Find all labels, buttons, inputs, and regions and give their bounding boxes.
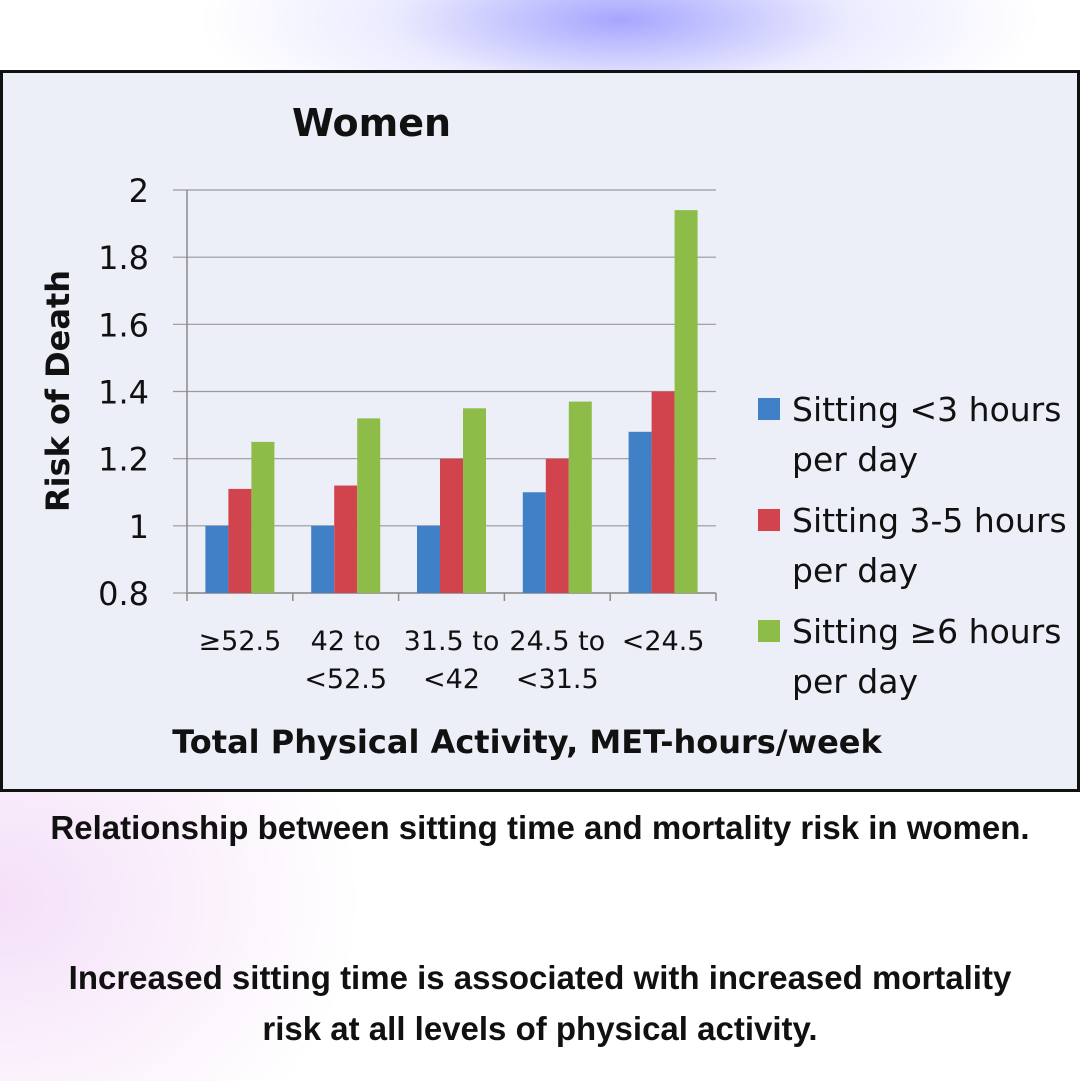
bar <box>651 391 675 593</box>
legend-swatch <box>758 509 780 531</box>
bar <box>463 408 486 593</box>
y-tick-label: 0.8 <box>98 575 149 613</box>
legend-swatch <box>758 620 780 642</box>
bar-chart: Women 0.8 1 1.2 1.4 1.6 1.8 2 ≥52.5 42 to <52.5 31.… <box>39 101 883 761</box>
bar <box>522 492 546 593</box>
y-tick-label: 1.4 <box>98 374 149 412</box>
caption-summary: Relationship between sitting time and mo… <box>50 809 1030 846</box>
y-axis-label: Risk of Death <box>39 270 77 512</box>
bar <box>568 401 592 593</box>
x-tick-label: 24.5 to <box>509 626 605 657</box>
legend-label: Sitting 3-5 hours per day <box>792 501 1067 590</box>
x-axis-label: Total Physical Activity, MET-hours/week <box>172 723 882 761</box>
bar <box>440 458 463 593</box>
x-tick-label: <24.5 <box>622 626 705 657</box>
legend-item-sitting-lt3: Sitting <3 hours per day <box>758 385 1078 496</box>
y-tick-label: 1.2 <box>98 441 149 479</box>
y-tick-label: 2 <box>129 172 149 210</box>
chart-title: Women <box>292 101 451 145</box>
bar <box>357 418 381 593</box>
chart-legend: Sitting <3 hours per day Sitting 3-5 hou… <box>758 385 1078 718</box>
x-tick-label: <42 <box>423 664 480 695</box>
y-tick-label: 1.6 <box>98 306 149 344</box>
bar <box>251 441 275 593</box>
y-tick-label: 1.8 <box>98 239 149 277</box>
x-tick-label: ≥52.5 <box>199 626 282 657</box>
bar <box>228 488 252 593</box>
bar <box>545 458 569 593</box>
bar <box>334 485 358 593</box>
x-tick-label: 31.5 to <box>404 626 500 657</box>
x-tick-label: <31.5 <box>516 664 599 695</box>
legend-label: Sitting ≥6 hours per day <box>792 612 1062 701</box>
bar <box>628 431 652 593</box>
legend-swatch <box>758 398 780 420</box>
bar <box>417 525 440 593</box>
x-tick-label: 42 to <box>311 626 381 657</box>
caption-conclusion: Increased sitting time is associated wit… <box>68 959 1012 1047</box>
legend-label: Sitting <3 hours per day <box>792 390 1062 479</box>
x-tick-label: <52.5 <box>304 664 387 695</box>
y-tick-label: 1 <box>129 508 149 546</box>
legend-item-sitting-3-5: Sitting 3-5 hours per day <box>758 496 1078 607</box>
legend-item-sitting-ge6: Sitting ≥6 hours per day <box>758 607 1078 718</box>
bar <box>311 525 335 593</box>
bar <box>674 210 698 593</box>
chart-panel: Women 0.8 1 1.2 1.4 1.6 1.8 2 ≥52.5 42 to <52.5 31.… <box>0 70 1080 792</box>
bar <box>205 525 229 593</box>
